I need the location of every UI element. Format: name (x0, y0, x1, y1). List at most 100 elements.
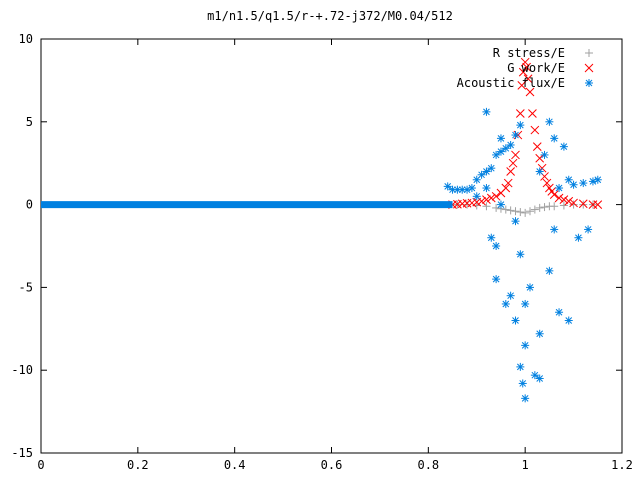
data-point (569, 198, 578, 208)
data-point (564, 316, 573, 325)
series-1 (448, 57, 603, 209)
plot-frame (40, 38, 623, 454)
data-point (559, 195, 569, 204)
data-point (492, 275, 501, 284)
x-tick-label: 0.8 (417, 458, 439, 472)
data-point (487, 233, 496, 242)
data-point (511, 316, 520, 325)
x-tick-label: 1 (522, 458, 529, 472)
data-point (554, 193, 564, 203)
data-point (492, 242, 501, 250)
chart-title: m1/n1.5/q1.5/r-+.72-j372/M0.04/512 (207, 9, 453, 23)
data-point (578, 199, 588, 209)
data-point (525, 87, 535, 97)
data-point (482, 107, 491, 116)
data-point (487, 164, 496, 173)
data-point (559, 142, 568, 151)
data-point (522, 62, 531, 72)
data-point (506, 206, 515, 215)
data-point (516, 250, 525, 259)
data-point (540, 150, 549, 159)
data-point (511, 207, 520, 216)
data-point (550, 225, 559, 234)
data-point (506, 291, 515, 300)
legend-marker (585, 79, 593, 87)
data-point (516, 362, 525, 371)
legend-label: G work/E (507, 61, 565, 75)
y-axis: -15 -10 -5 0 5 10 (11, 32, 622, 460)
y-tick-label: -15 (11, 446, 33, 460)
data-point (579, 200, 588, 209)
data-point (535, 167, 544, 176)
data-point (530, 125, 540, 135)
legend-marker (584, 63, 594, 73)
data-point (511, 217, 520, 226)
y-tick-label: -10 (11, 363, 33, 377)
x-tick-label: 0.2 (127, 458, 149, 472)
data-point (526, 207, 535, 216)
y-tick-label: 0 (26, 198, 33, 212)
data-point (443, 182, 452, 191)
series-layer (41, 57, 603, 403)
data-point (501, 144, 510, 153)
data-point (593, 175, 602, 184)
data-point (535, 203, 544, 212)
series-0 (453, 200, 597, 217)
data-point (523, 74, 533, 84)
data-point (564, 196, 574, 206)
x-axis: 0 0.2 0.4 0.6 0.8 1 1.2 (37, 39, 633, 472)
data-point (511, 131, 520, 140)
data-point (530, 371, 539, 380)
data-point (555, 184, 564, 193)
data-point (515, 109, 525, 118)
series-2 (41, 107, 602, 403)
data-point (467, 184, 476, 193)
data-point (518, 67, 528, 77)
data-point (584, 225, 593, 234)
y-tick-label: -5 (19, 280, 33, 294)
data-point (521, 341, 530, 350)
data-point (521, 394, 530, 403)
data-point (482, 202, 491, 211)
data-point (506, 167, 515, 176)
data-point (521, 299, 530, 308)
data-point (521, 208, 530, 217)
data-point (550, 202, 559, 211)
data-point (555, 308, 564, 317)
data-point (569, 200, 578, 209)
data-point (520, 57, 530, 67)
data-point (564, 175, 573, 184)
data-point (535, 329, 544, 338)
data-point (477, 170, 486, 179)
data-point (535, 153, 545, 163)
x-tick-label: 1.2 (611, 458, 633, 472)
data-point (506, 140, 515, 149)
data-point (501, 299, 510, 308)
data-point (535, 374, 544, 383)
data-point (526, 283, 535, 292)
data-point (482, 195, 491, 204)
x-tick-label: 0.4 (224, 458, 246, 472)
y-tick-label: 10 (19, 32, 33, 46)
data-point (503, 178, 513, 188)
data-point (528, 109, 537, 118)
data-point (545, 117, 554, 126)
data-point (501, 205, 510, 214)
data-point (516, 121, 525, 130)
data-point (518, 379, 527, 388)
x-tick-label: 0.6 (321, 458, 343, 472)
data-point (579, 179, 588, 188)
data-point (549, 190, 559, 200)
data-point (496, 134, 505, 143)
y-tick-label: 5 (26, 115, 33, 129)
data-point (542, 178, 552, 188)
data-point (491, 191, 501, 201)
data-point (511, 150, 520, 160)
data-point (472, 192, 481, 201)
x-tick-label: 0 (37, 458, 44, 472)
legend-label: Acoustic flux/E (457, 76, 565, 90)
data-point (482, 167, 491, 176)
data-point (593, 200, 603, 209)
